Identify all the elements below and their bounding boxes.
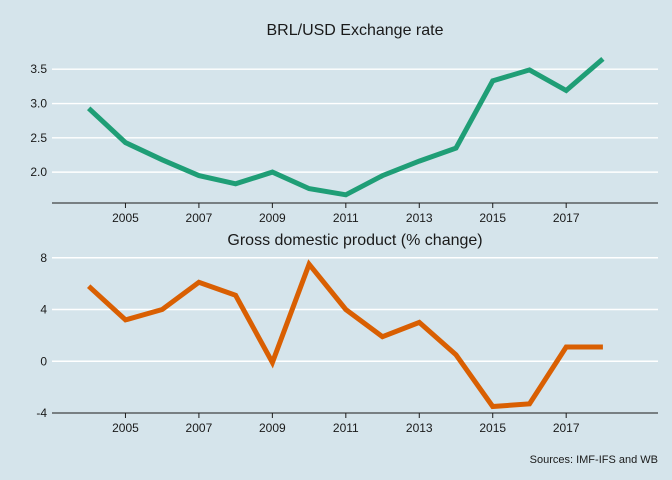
gdp-x-tick-label: 2015 — [479, 421, 506, 435]
exchange-rate-y-tick-label: 3.0 — [30, 97, 47, 111]
exchange-rate-x-tick-label: 2017 — [553, 211, 580, 225]
gdp-y-tick-label: 4 — [40, 303, 47, 317]
exchange-rate-gridlines — [52, 68, 658, 173]
exchange-rate-y-tick-label: 2.5 — [30, 131, 47, 145]
exchange-rate-title: BRL/USD Exchange rate — [267, 22, 444, 39]
gdp-x-tick-label: 2011 — [333, 421, 359, 435]
exchange-rate-x-tick-label: 2013 — [406, 211, 433, 225]
exchange-rate-x-tick-label: 2005 — [112, 211, 139, 225]
exchange-rate-y-ticks: 2.0 2.5 3.0 3.5 — [30, 62, 47, 179]
exchange-rate-y-tick-label: 2.0 — [30, 165, 47, 179]
gdp-line — [87, 259, 603, 410]
exchange-rate-x-tick-label: 2015 — [479, 211, 506, 225]
gdp-title: Gross domestic product (% change) — [227, 232, 482, 249]
exchange-rate-x-ticks: 2005 2007 2009 2011 2013 2015 2017 — [112, 203, 580, 225]
gdp-x-tick-label: 2017 — [553, 421, 580, 435]
gdp-y-ticks: -4 0 4 8 — [36, 251, 47, 420]
gdp-x-tick-label: 2013 — [406, 421, 433, 435]
gdp-x-tick-label: 2005 — [112, 421, 139, 435]
gdp-x-tick-label: 2009 — [259, 421, 286, 435]
gdp-panel: Gross domestic product (% change) -4048 … — [36, 232, 658, 435]
exchange-rate-x-tick-label: 2007 — [186, 211, 213, 225]
gdp-x-ticks: 2005 2007 2009 2011 2013 2015 2017 — [112, 413, 580, 435]
gdp-y-tick-label: 8 — [40, 251, 47, 265]
gdp-y-tick-label: -4 — [36, 406, 47, 420]
source-note: Sources: IMF-IFS and WB — [530, 454, 658, 466]
exchange-rate-x-tick-label: 2011 — [333, 211, 359, 225]
gdp-y-tick-label: 0 — [40, 354, 47, 368]
exchange-rate-y-tick-label: 3.5 — [30, 62, 47, 76]
gdp-x-tick-label: 2007 — [186, 421, 213, 435]
exchange-rate-x-tick-label: 2009 — [259, 211, 286, 225]
exchange-rate-panel: BRL/USD Exchange rate 2.02.53.03.5 2005 2… — [30, 22, 658, 225]
exchange-rate-line — [86, 57, 605, 198]
